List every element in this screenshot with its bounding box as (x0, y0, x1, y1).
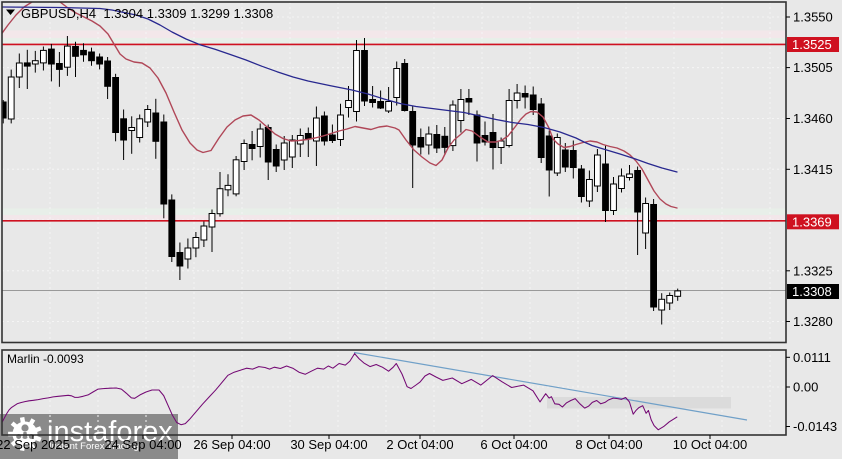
svg-text:24 Sep 04:00: 24 Sep 04:00 (104, 437, 181, 452)
svg-text:1.3525: 1.3525 (792, 37, 832, 52)
svg-text:0.00: 0.00 (793, 380, 818, 395)
svg-text:1.3505: 1.3505 (793, 60, 833, 75)
svg-text:GBPUSD,H4 1.3304 1.3309 1.329: GBPUSD,H4 1.3304 1.3309 1.3299 1.3308 (21, 6, 273, 21)
svg-text:-0.0143: -0.0143 (793, 419, 837, 434)
svg-text:Instant Forex Trading: Instant Forex Trading (49, 441, 139, 452)
svg-text:1.3325: 1.3325 (793, 263, 833, 278)
svg-text:1.3369: 1.3369 (792, 214, 832, 229)
svg-text:6 Oct 04:00: 6 Oct 04:00 (480, 437, 547, 452)
svg-text:1.3460: 1.3460 (793, 111, 833, 126)
svg-text:30 Sep 04:00: 30 Sep 04:00 (290, 437, 367, 452)
svg-text:10 Oct 04:00: 10 Oct 04:00 (673, 437, 747, 452)
svg-text:instaforex: instaforex (47, 416, 173, 448)
svg-text:22 Sep 2025: 22 Sep 2025 (0, 437, 70, 452)
svg-text:1.3415: 1.3415 (793, 162, 833, 177)
svg-text:1.3308: 1.3308 (792, 284, 832, 299)
svg-text:1.3280: 1.3280 (793, 314, 833, 329)
svg-text:8 Oct 04:00: 8 Oct 04:00 (575, 437, 642, 452)
svg-text:0.0111: 0.0111 (793, 350, 831, 365)
svg-text:2 Oct 04:00: 2 Oct 04:00 (386, 437, 453, 452)
svg-text:1.3550: 1.3550 (793, 10, 833, 25)
svg-text:26 Sep 04:00: 26 Sep 04:00 (193, 437, 270, 452)
svg-text:Marlin -0.0093: Marlin -0.0093 (7, 352, 84, 366)
